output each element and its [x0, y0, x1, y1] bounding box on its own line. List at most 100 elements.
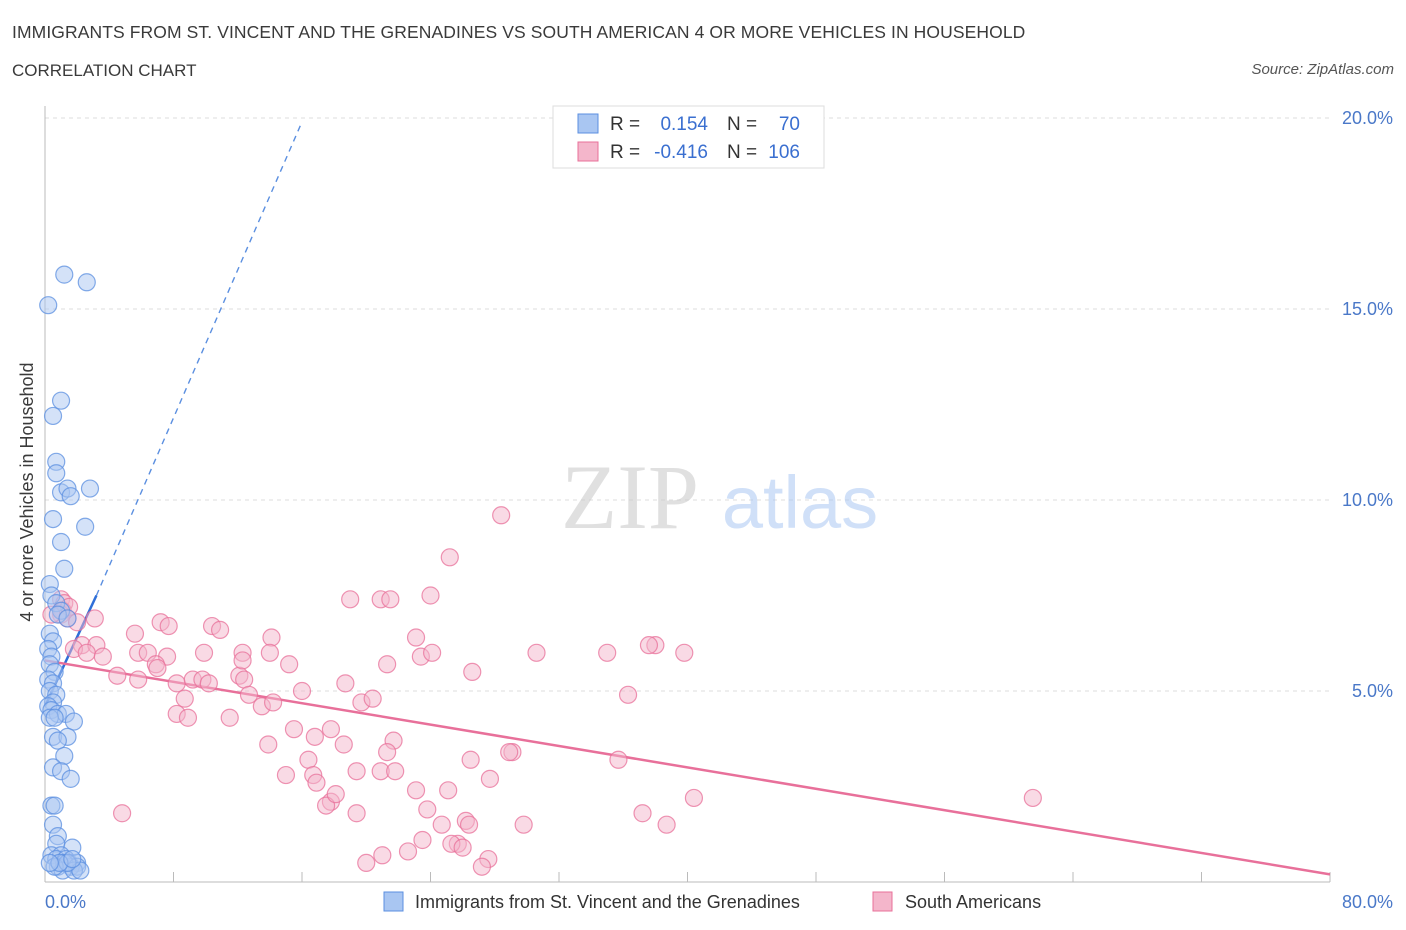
point-south-americans: [657, 815, 676, 834]
legend-swatch-pink: [872, 891, 893, 912]
stats-n-label-1: N =: [727, 114, 757, 135]
point-immigrants: [76, 517, 95, 536]
point-south-americans: [347, 804, 366, 823]
point-south-americans: [363, 689, 382, 708]
point-south-americans: [262, 628, 281, 647]
point-immigrants: [77, 273, 96, 292]
point-south-americans: [675, 643, 694, 662]
point-south-americans: [148, 658, 167, 678]
point-south-americans: [347, 762, 366, 781]
point-south-americans: [423, 643, 442, 662]
point-immigrants: [43, 509, 63, 529]
legend-swatch-blue: [383, 891, 404, 912]
point-south-americans: [307, 773, 326, 792]
stats-n-label-2: N =: [727, 142, 757, 163]
tick-labels: 5.0% 10.0% 15.0% 20.0% 0.0% 80.0%: [45, 108, 1393, 912]
point-south-americans: [276, 765, 296, 785]
y-tick-label: 20.0%: [1342, 108, 1393, 128]
chart-subtitle: CORRELATION CHART: [12, 61, 197, 80]
point-immigrants: [51, 532, 71, 552]
point-south-americans: [125, 624, 145, 643]
watermark: ZIP atlas: [561, 446, 878, 548]
point-south-americans: [373, 846, 392, 865]
point-south-americans: [492, 506, 511, 525]
point-immigrants: [40, 853, 59, 873]
point-south-americans: [461, 750, 480, 769]
axes: [44, 106, 1331, 883]
point-immigrants: [55, 559, 74, 578]
x-tick-label: 0.0%: [45, 892, 86, 912]
y-tick-label: 5.0%: [1352, 681, 1393, 701]
point-south-americans: [439, 781, 458, 800]
point-immigrants: [64, 712, 84, 731]
stats-box: R = 0.154 N = 70 R = -0.416 N = 106: [552, 105, 825, 169]
point-south-americans: [178, 708, 198, 727]
source-credit: Source: ZipAtlas.com: [1251, 61, 1394, 78]
point-south-americans: [321, 720, 341, 739]
point-south-americans: [406, 781, 426, 800]
point-south-americans: [413, 830, 432, 850]
point-south-americans: [220, 708, 239, 727]
point-immigrants: [63, 849, 82, 869]
point-south-americans: [381, 590, 400, 609]
point-south-americans: [500, 743, 519, 762]
stats-r-label-2: R =: [610, 142, 640, 163]
point-south-americans: [210, 620, 230, 639]
point-south-americans: [175, 689, 194, 708]
stats-r-value-1: 0.154: [660, 114, 708, 135]
point-south-americans: [235, 670, 254, 689]
point-immigrants: [39, 296, 58, 315]
point-immigrants: [51, 391, 71, 410]
point-immigrants: [61, 487, 80, 506]
point-immigrants: [55, 265, 74, 284]
point-south-americans: [108, 666, 127, 685]
point-south-americans: [305, 727, 324, 746]
point-immigrants: [47, 464, 66, 483]
point-south-americans: [129, 670, 148, 689]
point-south-americans: [684, 788, 704, 808]
trend-line-blue-extension: [95, 121, 303, 596]
grid-lines: [45, 117, 1330, 692]
chart-title: IMMIGRANTS FROM ST. VINCENT AND THE GREN…: [12, 22, 1026, 42]
point-immigrants: [43, 406, 63, 426]
point-south-americans: [292, 681, 312, 701]
point-south-americans: [167, 674, 186, 693]
point-south-americans: [112, 804, 132, 823]
point-south-americans: [480, 769, 500, 788]
point-south-americans: [609, 750, 628, 769]
stats-r-label-1: R =: [610, 114, 640, 135]
point-south-americans: [159, 616, 178, 636]
y-axis-label: 4 or more Vehicles in Household: [17, 362, 37, 621]
point-south-americans: [199, 674, 218, 693]
point-immigrants: [80, 479, 100, 498]
point-south-americans: [527, 643, 546, 662]
point-south-americans: [357, 853, 376, 873]
trend-line-pink: [44, 659, 1331, 876]
point-south-americans: [421, 586, 440, 605]
x-tick-label: 80.0%: [1342, 892, 1393, 912]
y-tick-label: 15.0%: [1342, 299, 1393, 319]
point-south-americans: [386, 762, 405, 781]
watermark-atlas: atlas: [722, 461, 878, 544]
point-south-americans: [598, 643, 617, 662]
stats-swatch-pink: [577, 141, 599, 162]
stats-n-value-2: 106: [768, 142, 800, 163]
point-south-americans: [1023, 788, 1042, 808]
point-south-americans: [440, 548, 459, 567]
point-south-americans: [453, 838, 472, 857]
point-south-americans: [406, 628, 426, 647]
y-tick-label: 10.0%: [1342, 490, 1393, 510]
point-south-americans: [341, 590, 360, 609]
point-immigrants: [45, 708, 64, 727]
point-south-americans: [259, 735, 278, 754]
point-south-americans: [284, 720, 304, 739]
point-south-americans: [93, 647, 112, 666]
point-south-americans: [378, 655, 397, 674]
point-south-americans: [299, 750, 318, 769]
point-immigrants: [61, 769, 80, 788]
series-legend: Immigrants from St. Vincent and the Gren…: [383, 891, 1041, 912]
point-south-americans: [463, 662, 482, 682]
point-south-americans: [618, 685, 638, 704]
point-south-americans: [418, 800, 437, 819]
